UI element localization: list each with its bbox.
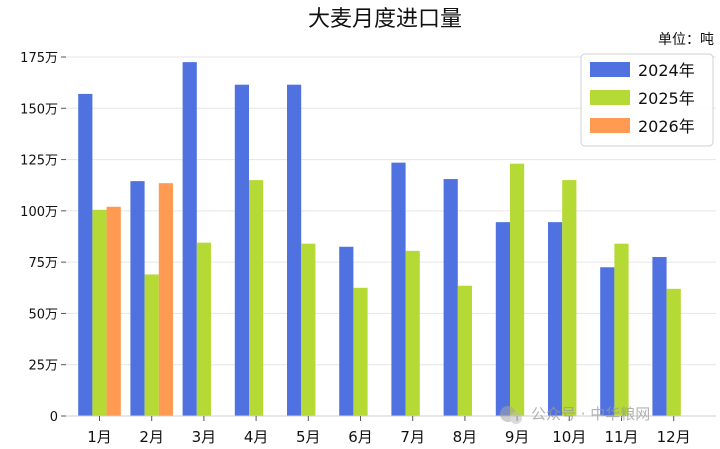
bar	[106, 206, 121, 416]
bar	[652, 257, 667, 416]
bar	[405, 250, 420, 416]
legend-label: 2024年	[638, 61, 695, 80]
legend: 2024年 2025年 2026年	[580, 53, 714, 147]
bar	[457, 285, 472, 416]
y-tick-label: 100万	[20, 205, 58, 220]
legend-label: 2025年	[638, 89, 695, 108]
bar	[301, 243, 316, 416]
watermark: 公众号 · 中华粮网	[500, 405, 650, 424]
bar	[666, 288, 681, 416]
bar	[339, 246, 354, 416]
x-tick-label: 5月	[296, 428, 321, 446]
bar	[234, 84, 249, 417]
bar	[92, 209, 107, 416]
x-tick-label: 11月	[604, 428, 638, 446]
bar	[510, 163, 525, 416]
legend-swatch	[590, 62, 630, 77]
watermark-text: 公众号 · 中华粮网	[531, 405, 650, 423]
bar	[144, 274, 159, 416]
x-tick-label: 4月	[244, 428, 269, 446]
bar	[130, 181, 145, 416]
x-axis: 1月 2月 3月 4月 5月 6月 7月 8月 9月 10月 11月 12月	[87, 416, 691, 446]
bar	[353, 287, 368, 416]
x-tick-label: 7月	[400, 428, 425, 446]
bar	[548, 222, 563, 416]
x-tick-label: 3月	[192, 428, 217, 446]
bar	[495, 222, 510, 416]
x-tick-label: 9月	[505, 428, 530, 446]
legend-label: 2026年	[638, 117, 695, 136]
bar	[600, 267, 615, 416]
bar	[249, 180, 264, 416]
wechat-icon	[500, 406, 522, 424]
y-tick-label: 175万	[20, 51, 58, 66]
x-tick-label: 1月	[87, 428, 112, 446]
bar	[614, 243, 629, 416]
unit-label: 单位：吨	[658, 32, 714, 48]
y-tick-label: 75万	[28, 256, 58, 271]
legend-swatch	[590, 90, 630, 105]
gridlines	[66, 56, 716, 366]
x-tick-label: 6月	[348, 428, 373, 446]
bar	[443, 179, 458, 416]
x-tick-label: 2月	[139, 428, 164, 446]
y-tick-label: 150万	[20, 102, 58, 117]
bar	[78, 93, 93, 416]
legend-swatch	[590, 118, 630, 133]
bar	[182, 62, 197, 416]
bar	[158, 183, 173, 416]
x-tick-label: 8月	[453, 428, 478, 446]
y-tick-label: 50万	[28, 307, 58, 322]
y-axis: 0 25万 50万 75万 100万 125万 150万 175万	[20, 51, 66, 425]
y-tick-label: 125万	[20, 154, 58, 169]
x-tick-label: 12月	[657, 428, 691, 446]
bar	[391, 162, 406, 416]
bar	[562, 180, 577, 416]
bar	[196, 242, 211, 416]
bars	[78, 62, 681, 417]
x-tick-label: 10月	[552, 428, 586, 446]
y-tick-label: 0	[50, 410, 58, 425]
bar	[287, 84, 302, 417]
y-tick-label: 25万	[28, 359, 58, 374]
chart-title: 大麦月度进口量	[308, 7, 462, 32]
